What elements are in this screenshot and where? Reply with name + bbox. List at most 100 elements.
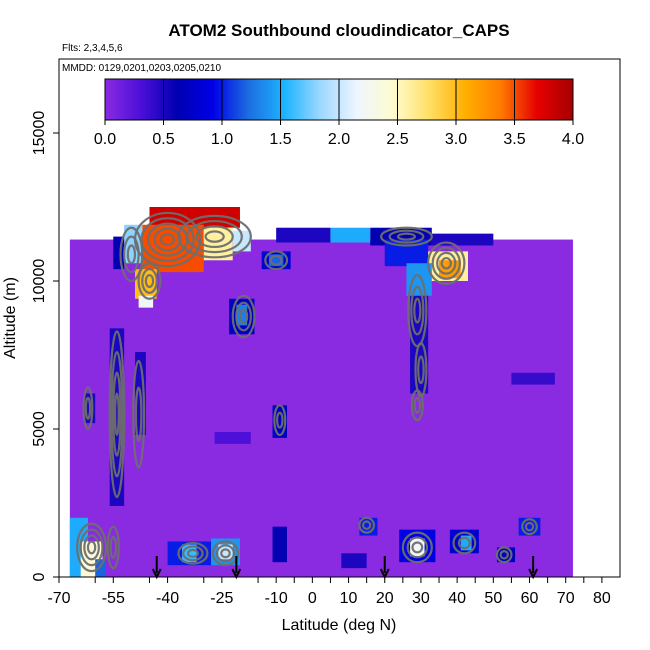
contour-0-ring-3 [153, 227, 182, 252]
contour-15-ring-3 [86, 540, 97, 555]
contour-17-ring-1 [182, 545, 204, 562]
contour-23-ring-0 [521, 518, 538, 536]
contour-12-ring-0 [132, 359, 146, 469]
contour-7-ring-2 [436, 251, 457, 275]
contour-6-ring-2 [396, 232, 417, 241]
contour-20-ring-1 [406, 536, 429, 559]
x-tick-label-10: 50 [484, 590, 502, 607]
contour-19-ring-1 [361, 520, 372, 531]
contour-13-ring-1 [84, 396, 92, 420]
x-tick-label-4: -10 [265, 590, 288, 607]
x-tick-label-6: 10 [340, 590, 358, 607]
contour-2-ring-1 [123, 235, 140, 274]
contour-23-ring-1 [524, 521, 535, 532]
heatmap-cell-35 [341, 553, 367, 569]
contour-12-ring-1 [134, 386, 143, 442]
contour-18-ring-1 [215, 544, 236, 563]
contour-16-ring-1 [109, 535, 118, 559]
heatmap-cell-26 [511, 372, 555, 385]
heatmap-cell-11 [236, 304, 248, 326]
contour-5-ring-2 [238, 308, 249, 325]
heatmap-cell-5 [113, 236, 125, 270]
heatmap-cell-7 [138, 295, 154, 308]
contour-11-ring-1 [110, 350, 124, 478]
colorbar-tick-label-0: 0.0 [94, 131, 116, 148]
contour-3-ring-1 [141, 268, 158, 294]
contour-6-ring-1 [388, 229, 425, 244]
colorbar-tick-label-8: 4.0 [562, 131, 584, 148]
contour-22-ring-1 [499, 549, 509, 560]
x-tick-label-13: 80 [593, 590, 611, 607]
x-tick-label-7: 20 [376, 590, 394, 607]
contour-6-ring-0 [380, 226, 433, 247]
x-tick-label-5: 0 [308, 590, 317, 607]
contour-18-ring-0 [211, 540, 240, 567]
contour-20-ring-0 [401, 531, 433, 564]
contour-7-ring-0 [427, 241, 466, 286]
colorbar-tick-label-1: 0.5 [152, 131, 174, 148]
x-tick-label-1: -55 [102, 590, 125, 607]
contour-21-ring-1 [457, 536, 471, 550]
contour-1-ring-1 [186, 219, 243, 254]
chart-title: ATOM2 Southbound cloudindicator_CAPS [168, 21, 509, 40]
heatmap-cell-12 [276, 227, 331, 243]
heatmap-cell-34 [272, 526, 288, 563]
contour-10-ring-0 [410, 389, 424, 422]
contour-22-ring-0 [495, 546, 513, 564]
x-tick-label-9: 40 [448, 590, 466, 607]
x-axis-label: Latitude (deg N) [282, 617, 397, 634]
heatmap-cell-24 [214, 431, 251, 444]
x-tick-label-12: 70 [557, 590, 575, 607]
y-axis-label: Altitude (m) [2, 277, 19, 359]
contour-19-ring-0 [358, 516, 375, 534]
contour-10-ring-1 [413, 396, 422, 414]
x-tick-label-3: -25 [210, 590, 233, 607]
contour-4-ring-0 [264, 250, 289, 271]
axes: -70 -55 -40 -25 -10 0 10 20 30 40 50 60 70 80 0 5000 100… [31, 111, 611, 607]
contour-5-ring-1 [235, 301, 252, 332]
plot-frame [58, 58, 621, 578]
colorbar-tick-label-4: 2.0 [328, 131, 350, 148]
contour-1-ring-0 [177, 214, 252, 259]
contour-5-ring-0 [231, 294, 256, 339]
contour-7-ring-3 [440, 256, 452, 270]
colorbar-tick-label-3: 1.5 [269, 131, 291, 148]
contour-1-ring-2 [195, 225, 234, 249]
colorbar-tick-label-2: 1.0 [211, 131, 233, 148]
contour-21-ring-0 [452, 531, 477, 555]
contour-2-ring-0 [119, 226, 144, 283]
contour-14-ring-1 [275, 411, 284, 429]
colorbar-tick-label-7: 3.5 [503, 131, 525, 148]
contour-15-ring-0 [75, 522, 108, 573]
contour-16-ring-0 [106, 525, 120, 570]
y-tick-label-0: 0 [31, 572, 48, 581]
contour-9-ring-1 [417, 355, 425, 385]
contour-15-ring-2 [83, 534, 100, 561]
y-tick-label-1: 5000 [31, 411, 48, 447]
contour-18-ring-2 [220, 548, 231, 559]
colorbar: 0.0 0.5 1.0 1.5 2.0 2.5 3.0 3.5 4.0 [94, 78, 584, 148]
dates-note: MMDD: 0129,0201,0203,0205,0210 [62, 63, 221, 74]
contour-0-ring-4 [159, 233, 176, 246]
y-tick-label-2: 10000 [31, 259, 48, 304]
heatmap-cell-40 [460, 535, 472, 551]
y-tick-label-3: 15000 [31, 111, 48, 156]
x-tick-label-11: 60 [521, 590, 539, 607]
contour-1-ring-3 [204, 230, 225, 243]
heatmap-cell-13 [330, 227, 371, 243]
flights-note: Flts: 2,3,4,5,6 [62, 43, 123, 54]
contour-13-ring-0 [82, 386, 94, 431]
contour-8-ring-2 [413, 297, 422, 324]
contour-14-ring-0 [273, 404, 287, 437]
contour-11-ring-0 [108, 330, 126, 499]
contour-3-ring-2 [144, 273, 155, 289]
x-tick-label-0: -70 [47, 590, 70, 607]
contour-20-ring-2 [411, 541, 424, 554]
heatmap-cell-29 [95, 559, 107, 577]
contour-3-ring-0 [137, 262, 162, 300]
contour-4-ring-1 [269, 254, 283, 266]
x-tick-label-2: -40 [156, 590, 179, 607]
contour-8-ring-1 [410, 285, 425, 336]
contour-11-ring-3 [113, 392, 120, 437]
